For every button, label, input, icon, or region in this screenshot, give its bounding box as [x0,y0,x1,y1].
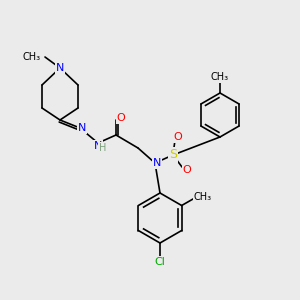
Text: O: O [174,132,182,142]
Text: Cl: Cl [154,257,165,267]
Text: N: N [153,158,161,168]
Text: N: N [78,123,86,133]
Text: N: N [56,63,64,73]
Text: CH₃: CH₃ [194,193,212,202]
Text: N: N [94,141,102,151]
Text: H: H [99,143,107,153]
Text: O: O [183,165,191,175]
Text: CH₃: CH₃ [211,72,229,82]
Text: S: S [169,148,177,161]
Text: O: O [117,113,125,123]
Text: CH₃: CH₃ [23,52,41,62]
